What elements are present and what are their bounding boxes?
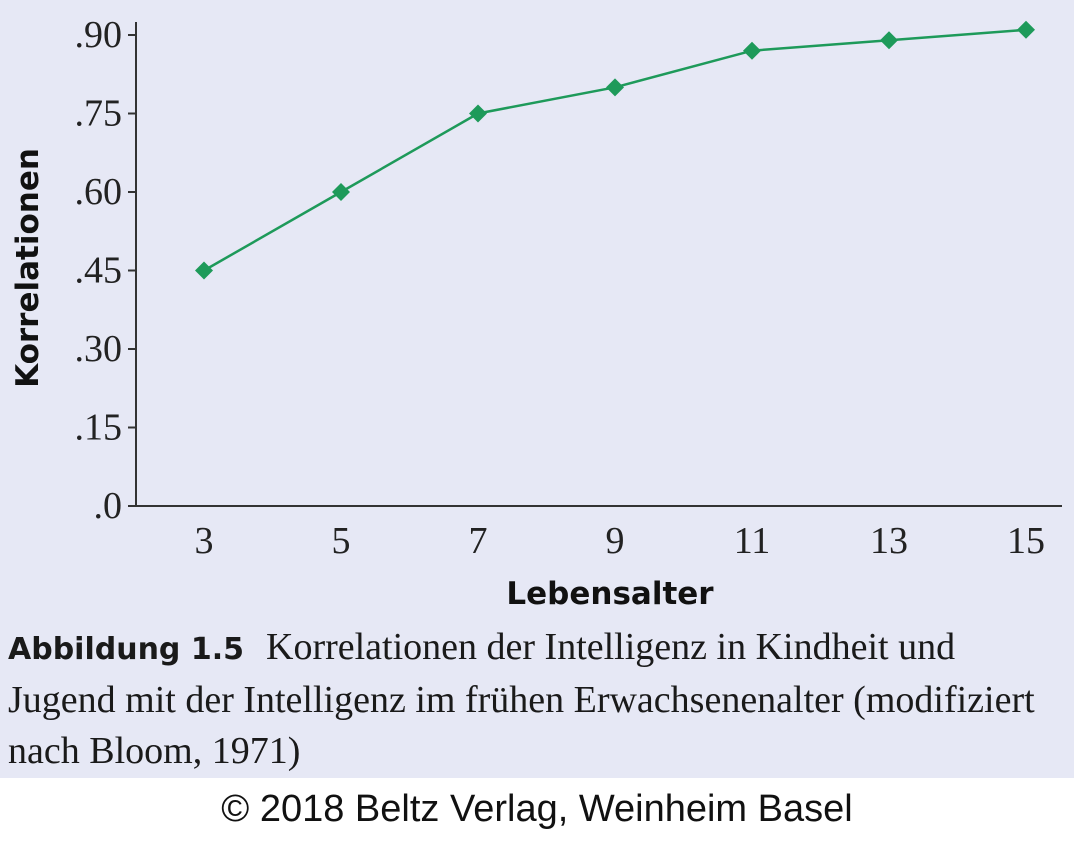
caption-label: Abbildung 1.5 [8, 632, 244, 667]
data-point [606, 78, 624, 97]
y-tick-label: .15 [75, 407, 123, 449]
y-tick-label: .45 [75, 250, 123, 292]
data-point [332, 183, 350, 201]
x-tick-label: 13 [870, 520, 908, 562]
figure-caption: Abbildung 1.5 Korrelationen der Intellige… [8, 622, 1068, 777]
y-tick-label: .75 [75, 93, 123, 135]
x-tick-label: 11 [734, 520, 771, 562]
data-point [743, 41, 761, 60]
y-ticks: .0 .15 .30 .45 .60 .75 .90 [75, 14, 136, 527]
y-tick-label: .60 [75, 171, 123, 213]
x-tick-label: 7 [469, 520, 488, 562]
x-tick-label: 9 [606, 520, 625, 562]
x-tick-label: 5 [332, 520, 351, 562]
data-point [1017, 20, 1035, 39]
data-point [880, 31, 898, 50]
y-tick-label: .30 [75, 328, 123, 370]
series-line [203, 28, 1027, 272]
y-tick-label: .90 [75, 14, 123, 56]
x-tick-label: 3 [195, 520, 214, 562]
data-point [195, 261, 213, 280]
series [195, 20, 1035, 280]
line-chart: .0 .15 .30 .45 .60 .75 .90 3 5 7 9 11 13 15 Lebensal… [10, 14, 1062, 612]
y-tick-label: .0 [94, 485, 123, 527]
x-axis-title: Lebensalter [506, 576, 714, 612]
caption-text: Korrelationen der Intelligenz in Kindhei… [8, 626, 1035, 772]
data-point [469, 104, 487, 123]
figure-panel [0, 0, 1074, 778]
x-tick-label: 15 [1007, 520, 1045, 562]
x-ticks: 3 5 7 9 11 13 15 [195, 520, 1046, 562]
copyright-notice: © 2018 Beltz Verlag, Weinheim Basel [221, 788, 853, 830]
axes [135, 22, 1062, 507]
y-axis-title: Korrelationen [10, 148, 46, 388]
